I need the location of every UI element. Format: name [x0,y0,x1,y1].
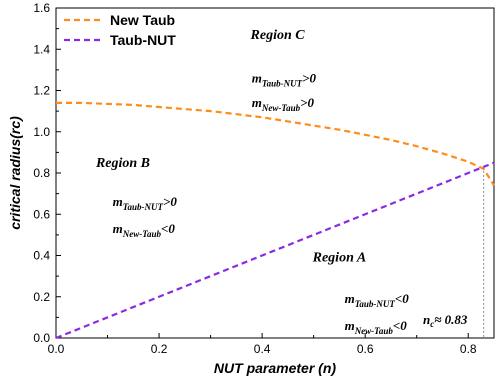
new-taub-curve [56,101,495,186]
x-axis-label: NUT parameter (n) [214,360,336,376]
y-tick-label: 1.6 [33,1,50,15]
taub-nut-line [55,161,495,340]
y-tick-label: 1.4 [33,42,50,56]
critical-n-symbol: n [423,312,430,327]
y-tick-label: 0.8 [33,166,50,180]
critical-n-annotation: nc≈ 0.83 [423,312,468,329]
legend: New Taub Taub-NUT [64,12,176,48]
region-title: Region B [95,156,150,171]
legend-new-taub-label: New Taub [110,12,175,28]
mass-condition: mTaub-NUT>0 [252,70,317,88]
region-label-region-a: Region A mTaub-NUT<0 mNew-Taub<0 [312,251,410,336]
critical-n-value: ≈ 0.83 [434,312,468,327]
series-lines [55,101,495,340]
legend-taub-nut-label: Taub-NUT [110,32,176,48]
y-tick-label: 0.6 [33,207,50,221]
mass-condition: mNew-Taub<0 [345,318,408,336]
mass-condition: mNew-Taub>0 [252,95,315,113]
mass-condition: mTaub-NUT<0 [345,291,410,309]
x-tick-label: 0.4 [254,342,271,356]
y-tick-label: 0.2 [33,290,50,304]
region-labels: Region C mTaub-NUT>0 mNew-Taub>0 Region B mT… [95,28,409,336]
y-tick-label: 0.4 [33,249,50,263]
x-tick-label: 0.0 [48,342,65,356]
region-title: Region A [312,251,367,266]
plot-area-frame [55,7,495,339]
region-title: Region C [250,28,306,43]
mass-condition: mTaub-NUT>0 [113,194,178,212]
x-tick-label: 0.2 [151,342,168,356]
y-tick-label: 0.0 [33,331,50,345]
critical-n-subscript: c [430,319,434,329]
x-tick-label: 0.8 [460,342,477,356]
y-axis-label: critical radius(rc) [7,116,23,230]
y-tick-label: 1.0 [33,125,50,139]
axis-ticks: 0.0 0.2 0.4 0.6 0.8 0.0 0.2 0.4 0.6 0.8 1.0 1.2 1.4 1… [33,1,477,356]
mass-condition: mNew-Taub<0 [113,221,176,239]
y-tick-label: 1.2 [33,84,50,98]
region-label-region-c: Region C mTaub-NUT>0 mNew-Taub>0 [250,28,317,113]
x-tick-label: 0.6 [357,342,374,356]
region-label-region-b: Region B mTaub-NUT>0 mNew-Taub<0 [95,156,177,239]
